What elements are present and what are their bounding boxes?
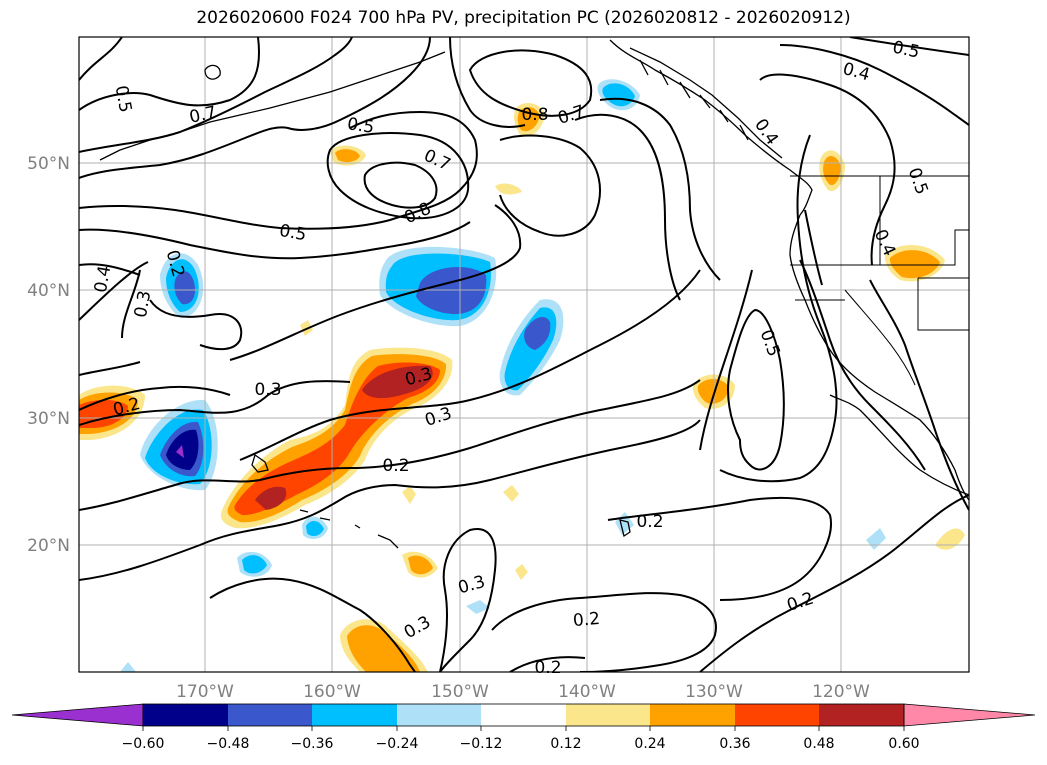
lon-label: 130°W <box>685 682 743 702</box>
contour-label: 0.2 <box>382 456 409 476</box>
colorbar-tick-label: 0.24 <box>634 736 665 752</box>
contour-label: 0.8 <box>521 105 548 125</box>
contour-label: 0.3 <box>254 380 281 400</box>
colorbar-frame <box>142 703 905 727</box>
colorbar-segment <box>228 704 312 726</box>
colorbar-segment <box>397 704 481 726</box>
colorbar-tick-label: 0.36 <box>719 736 750 752</box>
lon-label: 150°W <box>431 682 489 702</box>
contour-label: 0.5 <box>111 84 135 114</box>
colorbar: −0.60 −0.48 −0.36 −0.24 −0.12 0.12 0.24 … <box>11 703 1036 752</box>
pos-anomaly-main-band <box>220 347 453 529</box>
plot-frame <box>78 36 970 673</box>
neg-anomaly-small <box>120 512 886 672</box>
neg-anomaly-35n-143w <box>499 299 564 396</box>
colorbar-segment <box>481 704 566 726</box>
contour-label: 0.5 <box>278 221 308 245</box>
gridlines <box>79 37 969 672</box>
colorbar-tick-label: 0.60 <box>888 736 919 752</box>
lon-label: 140°W <box>558 682 616 702</box>
lat-label: 20°N <box>27 536 70 556</box>
colorbar-tick-label: −0.24 <box>376 736 419 752</box>
contour-label: 0.2 <box>572 609 601 631</box>
contour-label: 0.2 <box>636 512 663 532</box>
colorbar-tick-label: −0.48 <box>207 736 250 752</box>
lat-label: 30°N <box>27 409 70 429</box>
colorbar-tick-label: 0.12 <box>550 736 581 752</box>
lon-label: 170°W <box>176 682 234 702</box>
pos-anomaly-small <box>300 103 965 580</box>
colorbar-segment <box>566 704 650 726</box>
lat-label: 50°N <box>27 154 70 174</box>
lon-label: 120°W <box>812 682 870 702</box>
lon-label: 160°W <box>303 682 361 702</box>
neg-anomaly-hawaii-nw <box>140 399 218 491</box>
map-title: 2026020600 F024 700 hPa PV, precipitatio… <box>196 8 851 28</box>
colorbar-segment <box>650 704 735 726</box>
colorbar-segment <box>819 704 904 726</box>
lat-label: 40°N <box>27 281 70 301</box>
colorbar-tick-label: −0.60 <box>122 736 165 752</box>
neg-anomaly-40n-170w <box>160 253 204 318</box>
precipitation-fills <box>79 79 965 672</box>
political-borders <box>790 175 969 386</box>
colorbar-segment <box>312 704 397 726</box>
colorbar-segment <box>735 704 819 726</box>
colorbar-extend-low <box>11 703 144 727</box>
pv-contours <box>79 37 969 672</box>
contour-label: 0.5 <box>346 114 376 138</box>
contour-label: 0.4 <box>91 264 115 294</box>
contour-label: 0.2 <box>534 658 561 678</box>
colorbar-tick-label: −0.36 <box>291 736 334 752</box>
colorbar-tick-label: 0.48 <box>803 736 834 752</box>
colorbar-extend-high <box>903 703 1036 727</box>
colorbar-tick-label: −0.12 <box>460 736 503 752</box>
latitude-labels: 50°N 40°N 30°N 20°N <box>27 154 70 556</box>
longitude-labels: 170°W 160°W 150°W 140°W 130°W 120°W <box>176 682 870 702</box>
contour-label: 0.3 <box>131 289 155 319</box>
colorbar-segment <box>143 704 228 726</box>
